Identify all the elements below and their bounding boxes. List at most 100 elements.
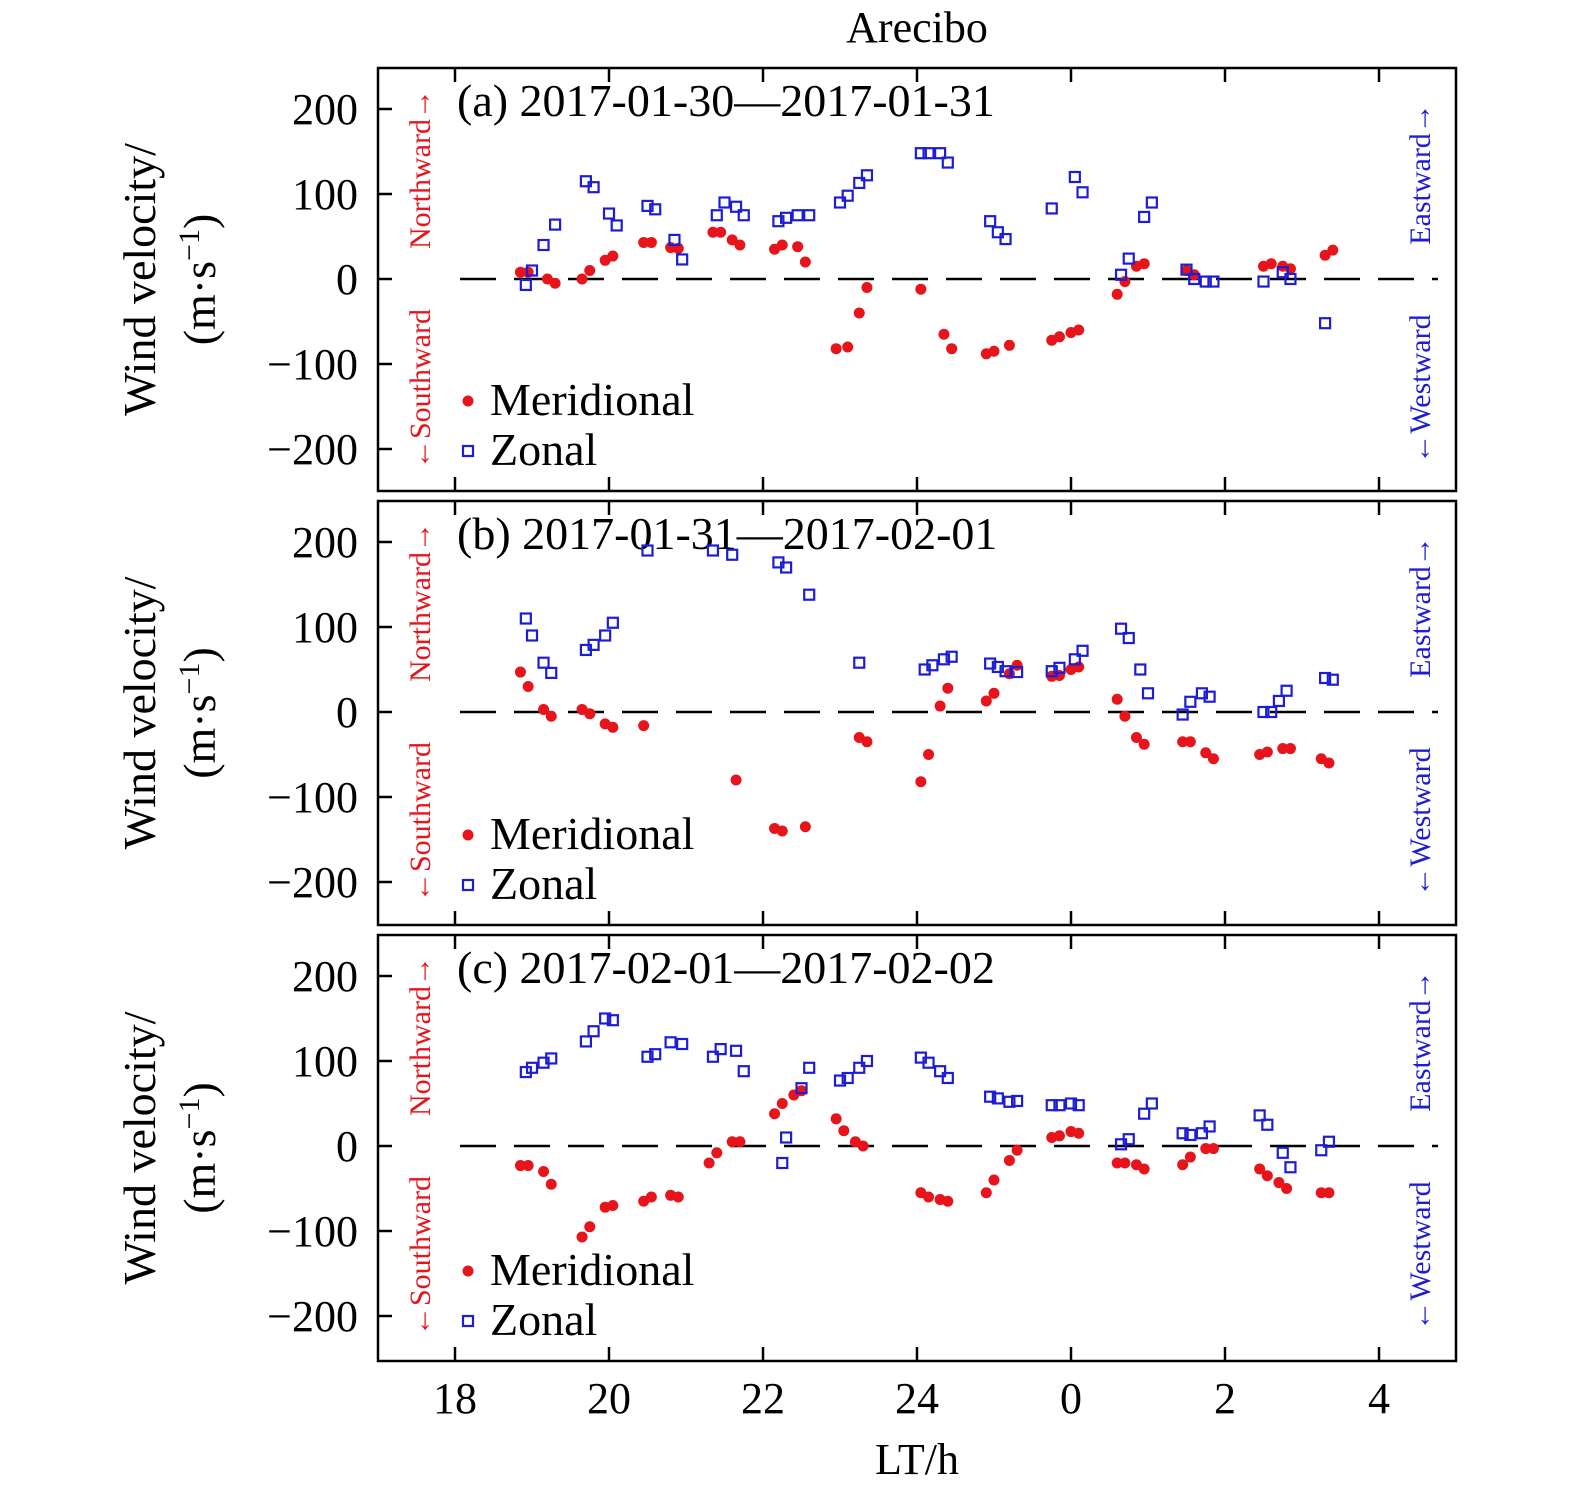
northward-label: Northward→ xyxy=(404,89,437,249)
zonal-point xyxy=(1284,1161,1297,1174)
zonal-point xyxy=(833,196,847,209)
meridional-point xyxy=(830,343,842,355)
meridional-point xyxy=(946,343,958,355)
meridional-point xyxy=(1200,747,1212,759)
meridional-point xyxy=(1073,1127,1085,1139)
zonal-point xyxy=(1280,684,1293,697)
zonal-point xyxy=(984,1090,997,1103)
zonal-point xyxy=(999,665,1012,678)
northward-label: Northward→ xyxy=(404,956,437,1116)
zonal-point xyxy=(1276,266,1289,279)
zonal-point xyxy=(926,659,939,672)
meridional-point xyxy=(1254,1163,1266,1175)
zonal-point xyxy=(676,253,689,266)
meridional-point xyxy=(1138,738,1150,750)
zonal-point xyxy=(991,226,1004,239)
meridional-point xyxy=(584,265,596,276)
zonal-point xyxy=(579,1035,593,1048)
x-tick-label: 18 xyxy=(433,1374,477,1423)
y-axis-label-line2: (m·s−1) xyxy=(173,1082,226,1214)
x-tick-label: 2 xyxy=(1214,1374,1236,1423)
meridional-point xyxy=(915,283,927,295)
zonal-point xyxy=(1053,1099,1066,1112)
zonal-point xyxy=(606,1014,619,1027)
meridional-point xyxy=(923,749,935,760)
zonal-point xyxy=(1010,1094,1024,1108)
zonal-point xyxy=(664,1036,677,1049)
y-axis-label-line1: Wind velocity/ xyxy=(114,576,165,849)
zonal-point xyxy=(714,1042,727,1056)
zonal-point xyxy=(1276,1146,1289,1159)
zonal-point xyxy=(649,1048,662,1061)
eastward-label: Eastward→ xyxy=(1404,970,1437,1112)
zonal-point xyxy=(922,1056,935,1069)
meridional-point xyxy=(1073,661,1085,673)
y-tick-label: 200 xyxy=(292,85,358,134)
meridional-point xyxy=(1003,339,1015,351)
zonal-point xyxy=(776,1156,789,1170)
zonal-point xyxy=(779,561,793,574)
zonal-point xyxy=(1195,1127,1209,1140)
meridional-point xyxy=(1130,732,1142,743)
meridional-point xyxy=(938,328,950,340)
zonal-point xyxy=(772,215,785,228)
zonal-series xyxy=(519,147,1332,330)
zonal-point xyxy=(984,657,997,670)
zonal-point xyxy=(525,264,539,277)
x-axis-label: LT/h xyxy=(875,1435,959,1484)
zonal-series xyxy=(519,544,1339,721)
zonal-point xyxy=(941,1071,954,1085)
zonal-point xyxy=(933,1065,947,1078)
y-tick-label: 100 xyxy=(292,603,358,652)
zonal-point xyxy=(853,1061,866,1074)
zonal-point xyxy=(1122,631,1135,645)
zonal-point xyxy=(1257,275,1270,288)
zonal-point xyxy=(914,147,927,160)
zonal-point xyxy=(841,1071,854,1085)
meridional-point xyxy=(1277,743,1289,755)
legend-meridional-label: Meridional xyxy=(490,374,694,425)
meridional-point xyxy=(607,1200,619,1211)
zonal-point xyxy=(676,1037,689,1051)
zonal-point xyxy=(1207,275,1220,288)
zonal-point xyxy=(537,656,550,669)
zonal-point xyxy=(1064,1097,1078,1110)
zonal-point xyxy=(545,666,558,680)
y-tick-label: 200 xyxy=(292,518,358,567)
zonal-point xyxy=(945,650,958,663)
zonal-point xyxy=(803,209,816,222)
meridional-point xyxy=(726,1136,738,1148)
zonal-point xyxy=(1072,1099,1085,1112)
meridional-point xyxy=(838,1125,850,1137)
zonal-point xyxy=(706,544,720,557)
meridional-point xyxy=(607,250,619,262)
zonal-point xyxy=(737,1065,750,1078)
zonal-point xyxy=(779,211,793,224)
meridional-point xyxy=(1011,1144,1023,1156)
y-axis-label-line1: Wind velocity/ xyxy=(114,143,165,416)
zonal-point xyxy=(1176,1127,1189,1140)
y-tick-label: 0 xyxy=(336,688,358,737)
meridional-point xyxy=(514,266,526,278)
meridional-point xyxy=(861,282,873,293)
zonal-point xyxy=(803,588,816,601)
zonal-point xyxy=(1068,170,1081,184)
zonal-point xyxy=(1195,687,1209,700)
zonal-point xyxy=(841,189,854,202)
meridional-point xyxy=(522,1160,534,1172)
zonal-point xyxy=(1272,694,1286,708)
zonal-point xyxy=(1138,1107,1151,1120)
zonal-point xyxy=(641,544,654,557)
zonal-point xyxy=(922,147,935,160)
zonal-series xyxy=(519,1012,1336,1174)
zonal-point xyxy=(587,1025,600,1038)
legend-meridional-label: Meridional xyxy=(490,1244,694,1295)
meridional-point xyxy=(934,700,946,712)
legend-zonal-marker xyxy=(461,444,475,458)
meridional-point xyxy=(776,239,788,251)
panel-label: (c) 2017-02-01—2017-02-02 xyxy=(457,942,995,993)
zonal-point xyxy=(587,181,600,194)
meridional-point xyxy=(1177,736,1189,748)
meridional-point xyxy=(1184,736,1196,748)
